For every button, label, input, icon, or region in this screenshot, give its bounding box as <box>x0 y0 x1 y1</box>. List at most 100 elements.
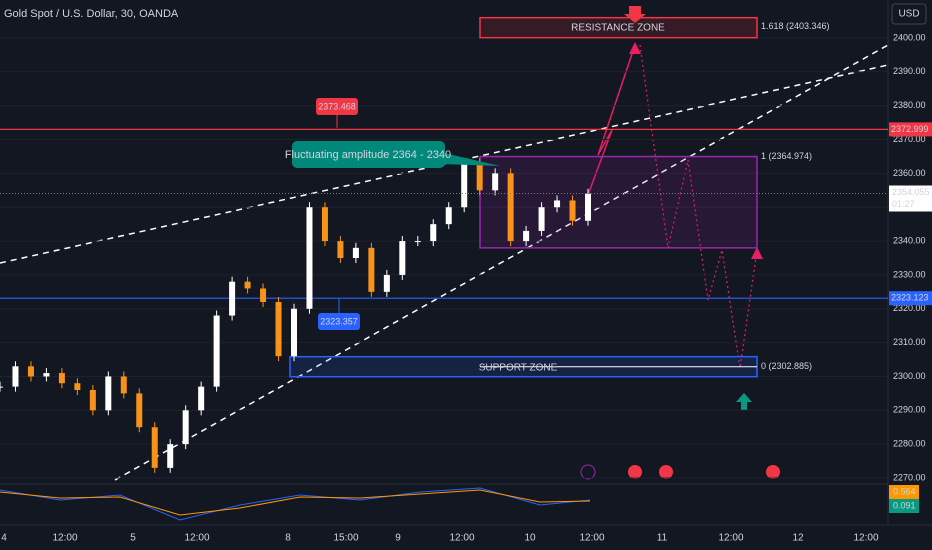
candle <box>430 224 437 242</box>
arrow-head <box>629 42 641 54</box>
y-tick-label: 2370.00 <box>893 134 926 144</box>
y-tick-label: 2380.00 <box>893 100 926 110</box>
down-arrow-icon <box>624 6 646 23</box>
macd-tag <box>889 485 919 499</box>
x-tick-label: 12 <box>792 533 804 544</box>
level-price-tag <box>889 291 932 306</box>
price-callout <box>316 98 358 115</box>
candle <box>585 193 591 221</box>
chart-title: Gold Spot / U.S. Dollar, 30, OANDA <box>4 8 179 20</box>
callout-price: 2373.468 <box>318 101 356 111</box>
candle <box>523 230 530 242</box>
currency-label: USD <box>898 9 919 20</box>
candle <box>244 281 251 289</box>
y-tick-label: 2320.00 <box>893 303 926 313</box>
current-price-tag <box>889 185 932 212</box>
resistance-label: RESISTANCE ZONE <box>571 22 665 33</box>
candle <box>58 373 65 384</box>
candle <box>89 390 96 411</box>
candle <box>569 200 576 221</box>
x-tick-label: 12:00 <box>52 533 77 544</box>
event-icon[interactable] <box>628 465 642 479</box>
arrow-head <box>751 247 763 259</box>
candle <box>43 373 50 377</box>
current-price: 2354.055 <box>892 187 930 197</box>
projection-path <box>639 44 758 369</box>
fib-label: 1 (2364.974) <box>761 151 812 161</box>
candle <box>275 302 282 357</box>
candle <box>352 247 359 258</box>
callout-price: 2323.357 <box>320 316 358 326</box>
range-box <box>479 155 758 249</box>
candle <box>167 444 174 468</box>
x-tick-label: 4 <box>1 533 7 544</box>
x-tick-label: 11 <box>657 533 668 544</box>
projection-path <box>587 44 636 196</box>
signal-line <box>0 489 591 516</box>
x-tick-label: 10 <box>524 533 536 544</box>
candle <box>492 173 499 191</box>
candle <box>74 383 81 390</box>
y-tick-label: 2330.00 <box>893 269 926 279</box>
x-tick-label: 15:00 <box>333 533 358 544</box>
candle <box>538 207 545 231</box>
candle <box>120 376 127 394</box>
y-tick-label: 2290.00 <box>893 405 926 415</box>
currency-button[interactable] <box>891 3 927 25</box>
event-icon[interactable] <box>659 465 673 479</box>
candle <box>198 386 205 411</box>
price-callout <box>318 313 360 330</box>
up-arrow-icon <box>736 393 752 410</box>
macd-value: 0.564 <box>893 486 916 496</box>
resistance-zone <box>479 16 758 39</box>
candle <box>229 281 236 316</box>
candle <box>383 274 390 292</box>
candle <box>399 241 406 275</box>
candle <box>291 308 297 357</box>
annotation-pointer <box>440 152 500 166</box>
candle <box>0 386 3 388</box>
countdown: 01:27 <box>892 199 915 209</box>
x-tick-label: 12:00 <box>449 533 474 544</box>
fib-label: 1.618 (2403.346) <box>761 21 830 31</box>
level-price-tag <box>889 122 932 137</box>
candle <box>414 241 421 243</box>
candle <box>507 173 514 242</box>
y-tick-label: 2340.00 <box>893 235 926 245</box>
macd-value: 0.091 <box>893 500 916 510</box>
y-tick-label: 2360.00 <box>893 168 926 178</box>
trendline <box>114 44 889 481</box>
candle <box>182 410 189 445</box>
level-price: 2372.999 <box>891 124 929 134</box>
candle <box>445 207 452 225</box>
y-tick-label: 2270.00 <box>893 472 926 482</box>
y-tick-label: 2390.00 <box>893 66 926 76</box>
y-tick-label: 2280.00 <box>893 439 926 449</box>
support-label: SUPPORT ZONE <box>479 362 558 373</box>
candle <box>136 393 143 428</box>
event-icon[interactable] <box>766 465 780 479</box>
x-tick-label: 12:00 <box>718 533 743 544</box>
candle <box>27 366 34 377</box>
macd-tag <box>889 499 919 513</box>
y-tick-label: 2400.00 <box>893 32 926 42</box>
candle <box>476 163 483 191</box>
level-price: 2323.123 <box>891 293 929 303</box>
y-tick-label: 2300.00 <box>893 371 926 381</box>
candle <box>368 247 375 292</box>
candle <box>554 200 561 208</box>
x-tick-label: 12:00 <box>853 533 878 544</box>
candle <box>306 207 313 309</box>
x-tick-label: 8 <box>285 533 291 544</box>
x-tick-label: 12:00 <box>184 533 209 544</box>
candle <box>260 288 267 302</box>
x-tick-label: 5 <box>130 533 136 544</box>
x-tick-label: 9 <box>395 533 401 544</box>
annotation-box <box>292 141 445 168</box>
x-tick-label: 12:00 <box>579 533 604 544</box>
candle <box>321 207 328 242</box>
y-tick-label: 2310.00 <box>893 337 926 347</box>
event-icon[interactable] <box>580 464 596 480</box>
candle <box>461 163 468 208</box>
